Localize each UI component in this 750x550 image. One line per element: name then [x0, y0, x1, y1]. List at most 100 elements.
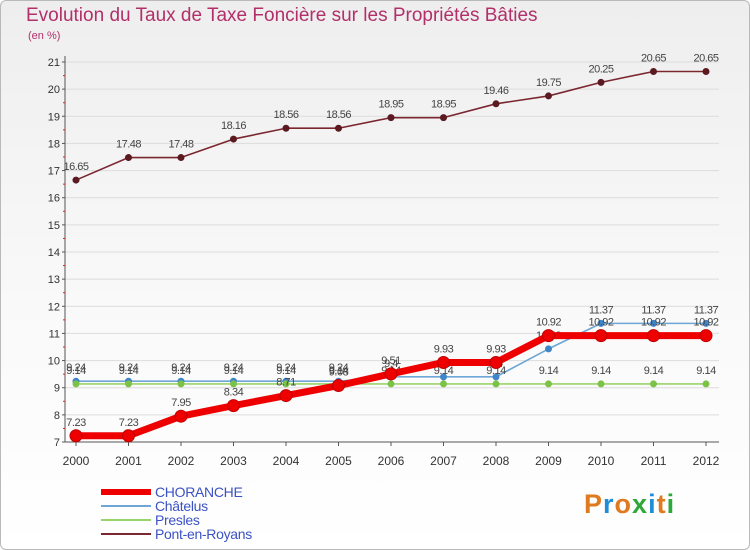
data-label: 9.93 [434, 343, 454, 355]
x-tick-label: 2000 [63, 454, 90, 468]
data-label: 18.95 [431, 99, 456, 111]
data-point [594, 329, 608, 343]
data-label: 18.16 [221, 120, 246, 132]
data-label: 17.48 [168, 139, 193, 151]
data-label: 9.14 [171, 365, 191, 377]
data-point [387, 380, 395, 388]
y-tick-label: 12 [48, 301, 60, 313]
y-tick-label: 9 [54, 383, 60, 395]
x-tick-label: 2001 [115, 454, 142, 468]
data-point [122, 429, 135, 443]
data-point [437, 355, 450, 369]
data-label: 9.51 [381, 355, 401, 367]
y-tick-label: 8 [54, 410, 60, 422]
logo-letter: i [666, 489, 676, 519]
data-label: 11.37 [589, 304, 614, 316]
data-label: 10.92 [641, 317, 666, 329]
data-point [702, 319, 710, 327]
data-label: 17.48 [116, 139, 141, 151]
y-tick-label: 13 [48, 274, 60, 286]
data-label: 9.14 [591, 365, 611, 377]
data-point [125, 380, 132, 388]
data-label: 7.95 [171, 397, 191, 409]
data-label: 9.14 [644, 365, 664, 377]
data-point [384, 367, 398, 381]
data-label: 9.24 [224, 362, 244, 374]
data-label: 9.14 [224, 365, 244, 377]
data-point [72, 380, 80, 388]
data-label: 9.93 [486, 343, 506, 355]
data-label: 19.46 [483, 85, 508, 97]
x-tick-label: 2009 [535, 454, 562, 468]
x-tick-label: 2012 [693, 454, 720, 468]
y-tick-label: 20 [48, 84, 60, 96]
y-tick-label: 14 [48, 247, 60, 259]
data-label: 9.14 [276, 365, 296, 377]
data-point [387, 114, 395, 122]
data-point [489, 355, 503, 369]
data-point [702, 68, 710, 75]
data-label: 9.08 [329, 367, 349, 379]
y-tick-label: 7 [54, 437, 60, 449]
data-label: 8.34 [224, 387, 244, 399]
x-tick-label: 2005 [325, 454, 352, 468]
data-label: 9.4 [384, 358, 398, 370]
legend-swatch-chatelus [101, 505, 151, 507]
legend-swatch-presles [101, 519, 151, 521]
data-point [282, 380, 290, 388]
data-label: 9.14 [539, 365, 559, 377]
data-label: 10.92 [693, 317, 718, 329]
data-label: 11.37 [641, 304, 666, 316]
y-tick-label: 10 [48, 356, 60, 368]
data-point [492, 380, 500, 388]
data-label: 16.65 [63, 161, 88, 173]
data-point [650, 319, 657, 327]
legend-label-presles: Presles [155, 512, 200, 528]
data-point [332, 379, 345, 393]
logo-letter: o [614, 489, 633, 519]
x-tick-label: 2007 [430, 454, 457, 468]
data-point [492, 100, 500, 108]
legend-label-chatelus: Châtelus [155, 498, 208, 514]
chart-title: Evolution du Taux de Taxe Foncière sur l… [26, 5, 538, 26]
x-tick-label: 2011 [641, 454, 667, 468]
data-point [177, 154, 185, 162]
data-point [279, 389, 293, 403]
data-point [545, 380, 552, 388]
data-point [702, 380, 710, 388]
data-label: 8.71 [276, 377, 296, 389]
data-point [699, 329, 713, 343]
data-label: 20.65 [641, 53, 666, 65]
data-point [72, 176, 80, 184]
y-tick-label: 18 [48, 138, 60, 150]
y-tick-label: 16 [48, 193, 60, 205]
data-label: 9.24 [171, 362, 191, 374]
data-point [227, 399, 240, 413]
logo-letter: r [603, 489, 615, 519]
logo-letter: t [656, 489, 667, 519]
logo-letter: i [648, 489, 657, 519]
data-point [230, 380, 237, 388]
data-label: 9.14 [486, 365, 506, 377]
data-point [174, 409, 188, 423]
x-tick-label: 2004 [273, 454, 300, 468]
data-point [492, 373, 500, 381]
data-point [597, 78, 605, 86]
y-tick-label: 21 [48, 57, 60, 69]
data-label: 9.24 [276, 362, 296, 374]
y-tick-label: 17 [48, 166, 60, 178]
logo-letter: P [584, 489, 604, 519]
data-label: 9.14 [329, 365, 349, 377]
data-point [230, 135, 237, 143]
y-tick-label: 11 [49, 328, 60, 340]
data-point [440, 373, 447, 381]
data-label: 18.95 [378, 99, 403, 111]
data-point [597, 380, 605, 388]
data-label: 9.24 [329, 362, 349, 374]
data-label: 9.14 [119, 365, 139, 377]
data-label: 10.92 [588, 317, 613, 329]
data-label: 7.23 [119, 417, 139, 429]
proxiti-logo: Proxiti [584, 489, 675, 520]
